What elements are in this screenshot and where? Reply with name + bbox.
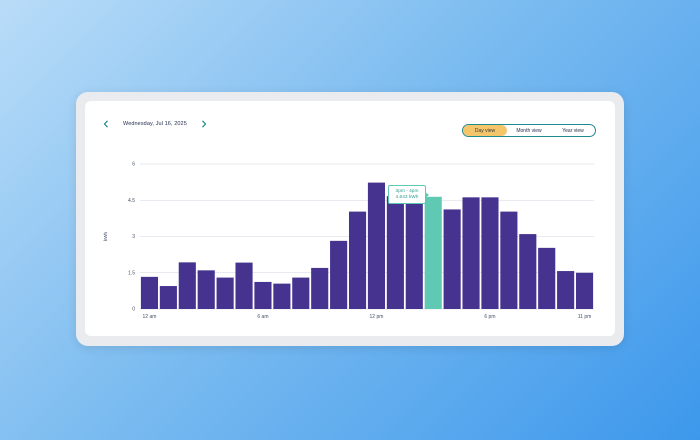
- bar[interactable]: [557, 271, 575, 309]
- bar[interactable]: [216, 277, 234, 309]
- bar[interactable]: [159, 286, 177, 309]
- bar[interactable]: [273, 283, 291, 309]
- bar[interactable]: [481, 197, 499, 309]
- y-tick-label: 1.5: [128, 270, 135, 276]
- bar[interactable]: [178, 262, 196, 309]
- bar[interactable]: [197, 270, 215, 309]
- view-toggle: Day view Month view Year view: [462, 124, 596, 137]
- chevron-right-icon[interactable]: [199, 118, 209, 130]
- tooltip-value: 4.643 kWh: [395, 194, 419, 200]
- bar[interactable]: [443, 209, 461, 309]
- bar[interactable]: [348, 211, 367, 309]
- bar-tooltip: 3pm - 4pm 4.643 kWh: [388, 185, 429, 204]
- bar[interactable]: [292, 277, 310, 309]
- bar[interactable]: [519, 234, 537, 309]
- y-tick-label: 3: [132, 234, 135, 240]
- y-tick-label: 4.5: [128, 198, 135, 204]
- month-view-option[interactable]: Month view: [516, 127, 542, 134]
- x-tick-label: 12 pm: [370, 314, 384, 320]
- bar[interactable]: [405, 185, 423, 309]
- bar[interactable]: [367, 182, 386, 309]
- bar[interactable]: [311, 267, 329, 309]
- bar[interactable]: [538, 247, 556, 309]
- usage-card: Wednesday, Jul 16, 2025 Day view Month v…: [85, 101, 615, 336]
- bar[interactable]: [575, 272, 594, 309]
- bar[interactable]: [500, 211, 518, 309]
- x-tick-label: 12 am: [143, 314, 157, 320]
- y-tick-label: 0: [132, 307, 135, 313]
- year-view-option[interactable]: Year view: [562, 127, 584, 134]
- bar[interactable]: [140, 276, 159, 309]
- y-axis-label: kWh: [103, 232, 108, 241]
- x-tick-label: 11 pm: [578, 314, 592, 320]
- tooltip-range: 3pm - 4pm: [395, 188, 419, 194]
- chevron-left-icon[interactable]: [101, 118, 111, 130]
- bar[interactable]: [462, 197, 480, 309]
- usage-bar-chart: 0 1.5 3 4.5 6 kWh 12 am 6 am 12 pm 6 pm 11 pm: [103, 162, 594, 320]
- bar[interactable]: [254, 281, 272, 309]
- day-view-option[interactable]: Day view: [463, 125, 507, 136]
- x-tick-label: 6 pm: [484, 314, 495, 320]
- bar-highlighted[interactable]: [424, 196, 442, 309]
- date-label: Wednesday, Jul 16, 2025: [123, 121, 187, 127]
- bar[interactable]: [235, 262, 253, 309]
- bar[interactable]: [386, 196, 404, 309]
- card-frame: Wednesday, Jul 16, 2025 Day view Month v…: [76, 92, 624, 346]
- bar[interactable]: [330, 240, 348, 309]
- date-navigator: Wednesday, Jul 16, 2025: [101, 118, 209, 130]
- x-tick-label: 6 am: [257, 314, 268, 320]
- y-tick-label: 6: [132, 162, 135, 168]
